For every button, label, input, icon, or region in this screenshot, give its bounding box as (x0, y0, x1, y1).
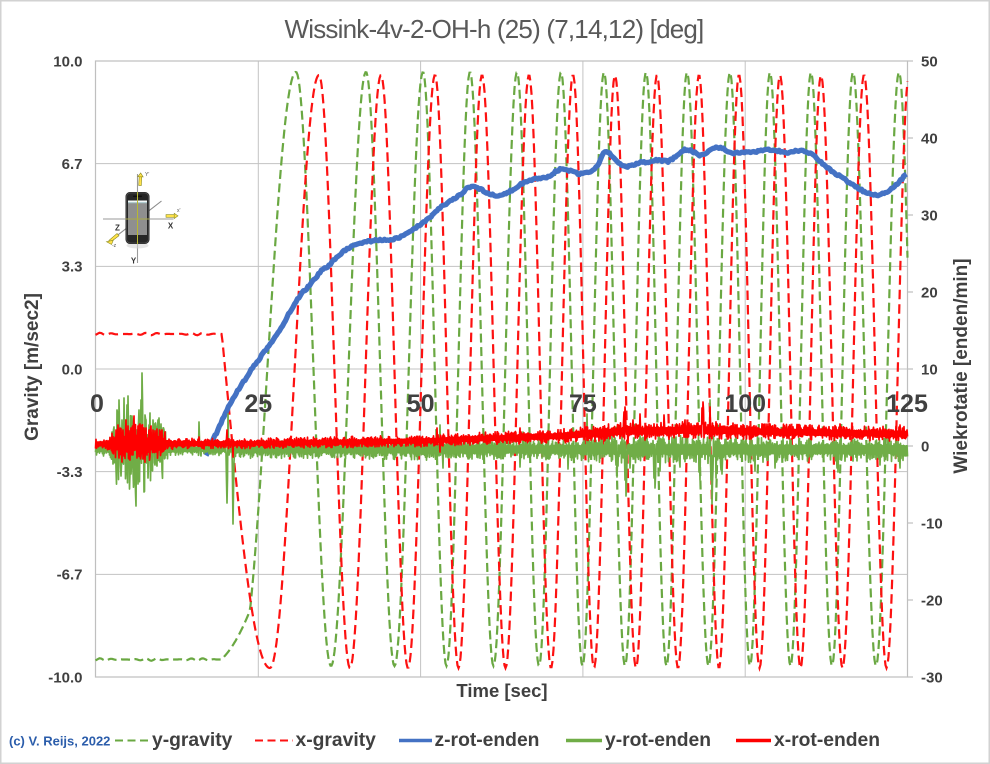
svg-text:Y': Y' (145, 172, 149, 178)
svg-text:0: 0 (921, 438, 929, 455)
svg-text:25: 25 (244, 390, 272, 418)
svg-text:(c) V. Reijs, 2022: (c) V. Reijs, 2022 (9, 734, 110, 749)
svg-text:y-rot-enden: y-rot-enden (605, 730, 711, 751)
svg-text:0.0: 0.0 (62, 361, 83, 378)
svg-text:Time [sec]: Time [sec] (456, 680, 547, 701)
svg-text:-6.7: -6.7 (57, 567, 83, 584)
svg-text:-20: -20 (921, 592, 943, 609)
svg-text:x-gravity: x-gravity (296, 730, 377, 751)
svg-text:30: 30 (921, 207, 938, 224)
svg-text:50: 50 (407, 390, 435, 418)
svg-text:125: 125 (886, 390, 928, 418)
svg-text:-30: -30 (921, 669, 943, 686)
svg-text:50: 50 (921, 53, 938, 70)
svg-text:40: 40 (921, 130, 938, 147)
svg-text:x-rot-enden: x-rot-enden (774, 730, 880, 751)
svg-text:10.0: 10.0 (53, 53, 82, 70)
svg-text:z-rot-enden: z-rot-enden (435, 730, 540, 751)
svg-text:X: X (168, 222, 174, 231)
svg-text:20: 20 (921, 284, 938, 301)
svg-text:100: 100 (724, 390, 766, 418)
svg-text:x': x' (177, 208, 181, 214)
svg-text:6.7: 6.7 (62, 156, 83, 173)
svg-text:Wiekrotatie [enden/min]: Wiekrotatie [enden/min] (951, 258, 972, 473)
svg-text:Gravity [m/sec2]: Gravity [m/sec2] (22, 293, 43, 441)
svg-text:-3.3: -3.3 (57, 464, 83, 481)
svg-text:0: 0 (90, 390, 104, 418)
svg-text:-10: -10 (921, 515, 943, 532)
svg-text:y-gravity: y-gravity (152, 730, 233, 751)
svg-text:75: 75 (569, 390, 597, 418)
svg-text:Wissink-4v-2-OH-h (25) (7,14,1: Wissink-4v-2-OH-h (25) (7,14,12) [deg] (285, 14, 704, 44)
svg-text:3.3: 3.3 (62, 259, 83, 276)
svg-text:-z: -z (112, 243, 117, 249)
svg-text:10: 10 (921, 361, 938, 378)
svg-text:-10.0: -10.0 (48, 669, 82, 686)
svg-text:Y: Y (131, 257, 137, 266)
svg-text:Z: Z (115, 224, 120, 233)
